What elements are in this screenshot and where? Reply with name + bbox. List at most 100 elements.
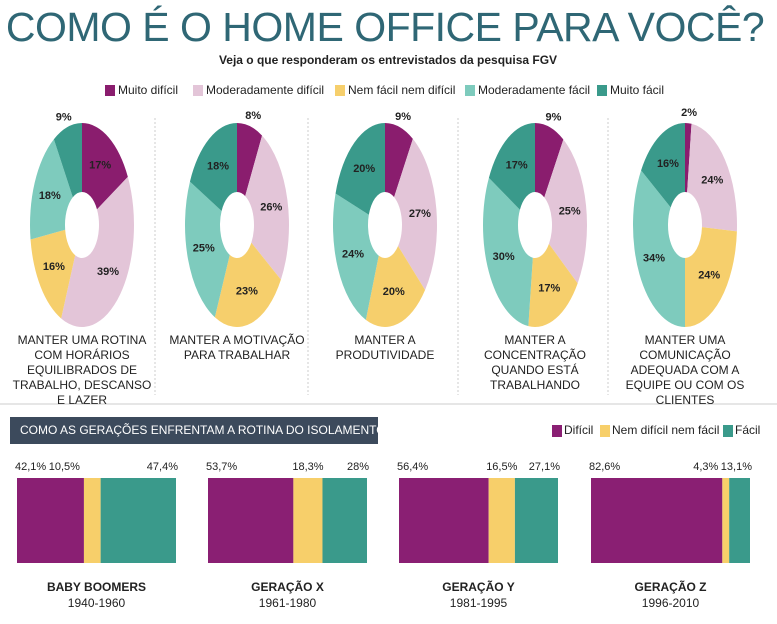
donut-slice [335,123,385,215]
data-label: 18,3% [292,461,323,473]
bar-segment [591,478,723,563]
donut-slice [214,242,281,327]
donut-slice [488,123,535,210]
category-sublabel: 1996-2010 [642,596,700,610]
legend-swatch [723,425,733,437]
data-label: 9% [56,111,72,123]
data-label: 82,6% [589,461,620,473]
panel-title: MANTER A CONCENTRAÇÃO QUANDO ESTÁ TRABAL… [483,333,586,392]
data-label: 25% [559,206,581,218]
donut-slice [30,139,73,240]
data-label: 9% [395,111,411,123]
data-label: 2% [681,107,697,119]
data-label: 24% [342,248,364,260]
bar-segment [514,478,558,563]
bar-segment [208,478,294,563]
donut-slice [365,246,426,327]
legend-label: Muito fácil [610,83,664,97]
donut-slice [685,227,737,327]
category-sublabel: 1940-1960 [68,596,126,610]
section-header [10,417,378,444]
donut-slice [483,177,533,327]
data-label: 25% [193,242,215,254]
data-label: 13,1% [721,461,752,473]
legend-label: Nem fácil nem difícil [348,83,455,97]
category-sublabel: 1961-1980 [259,596,317,610]
panel-title: MANTER UMA ROTINA COM HORÁRIOS EQUILIBRA… [12,333,152,407]
donut-slice [685,123,692,193]
data-label: 17% [89,159,111,171]
donut-slice [245,135,289,280]
data-label: 20% [383,286,405,298]
data-label: 28% [347,461,369,473]
legend-swatch [552,425,562,437]
section-title: COMO AS GERAÇÕES ENFRENTAM A ROTINA DO I… [20,422,433,437]
legend-swatch [105,85,115,96]
data-label: 24% [698,269,720,281]
donut-slice [535,123,564,198]
data-label: 27% [409,208,431,220]
data-label: 42,1% [15,461,46,473]
subtitle: Veja o que responderam os entrevistados … [219,53,557,67]
bar-segment [722,478,730,563]
donut-slice [82,123,128,210]
data-label: 30% [493,251,515,263]
legend-label: Nem difícil nem fácil [612,423,719,437]
category-label: GERAÇÃO Y [442,579,514,594]
legend-swatch [597,85,607,96]
legend-label: Moderadamente fácil [478,83,590,97]
category-label: GERAÇÃO X [251,579,324,594]
legend-label: Muito difícil [118,83,178,97]
data-label: 39% [97,266,119,278]
data-label: 16,5% [486,461,517,473]
donut-slice [385,123,413,198]
panel-title: MANTER A PRODUTIVIDADE [335,333,435,362]
data-label: 10,5% [49,461,80,473]
category-sublabel: 1981-1995 [450,596,508,610]
data-label: 26% [260,202,282,214]
data-label: 18% [207,160,229,172]
panel-title: MANTER A MOTIVAÇÃO PARA TRABALHAR [169,333,305,362]
donut-slice [528,243,578,327]
donut-slice [30,229,76,319]
data-label: 8% [245,110,261,122]
bar-segment [293,478,323,563]
legend-swatch [600,425,610,437]
category-label: BABY BOOMERS [47,580,146,594]
bar-segment [100,478,176,563]
donut-slice [544,139,587,284]
donut-slice [687,123,737,232]
donut-slice [633,170,685,327]
bar-segment [17,478,84,563]
data-label: 9% [546,111,562,123]
category-label: GERAÇÃO Z [635,579,707,594]
data-label: 24% [701,175,723,187]
data-label: 27,1% [529,461,560,473]
data-label: 16% [43,261,65,273]
data-label: 20% [353,163,375,175]
donut-slice [53,123,82,198]
bar-segment [488,478,515,563]
data-label: 17% [538,282,560,294]
data-label: 17% [506,160,528,172]
legend-label: Fácil [735,423,760,437]
donut-slice [185,181,230,318]
panel-title: MANTER UMA COMUNICAÇÃO ADEQUADA COM A EQ… [625,333,745,407]
data-label: 16% [657,158,679,170]
donut-slice [61,176,134,327]
data-label: 18% [39,190,61,202]
data-label: 4,3% [693,461,718,473]
donut-slice [641,123,685,208]
donut-slice [333,193,379,320]
data-label: 47,4% [147,461,178,473]
donut-slice [189,123,237,211]
bar-segment [729,478,750,563]
donut-slice [394,138,438,291]
data-label: 56,4% [397,461,428,473]
legend-label: Moderadamente difícil [206,83,324,97]
data-label: 23% [236,286,258,298]
title: COMO É O HOME OFFICE PARA VOCÊ? [6,4,764,50]
legend-swatch [465,85,475,96]
